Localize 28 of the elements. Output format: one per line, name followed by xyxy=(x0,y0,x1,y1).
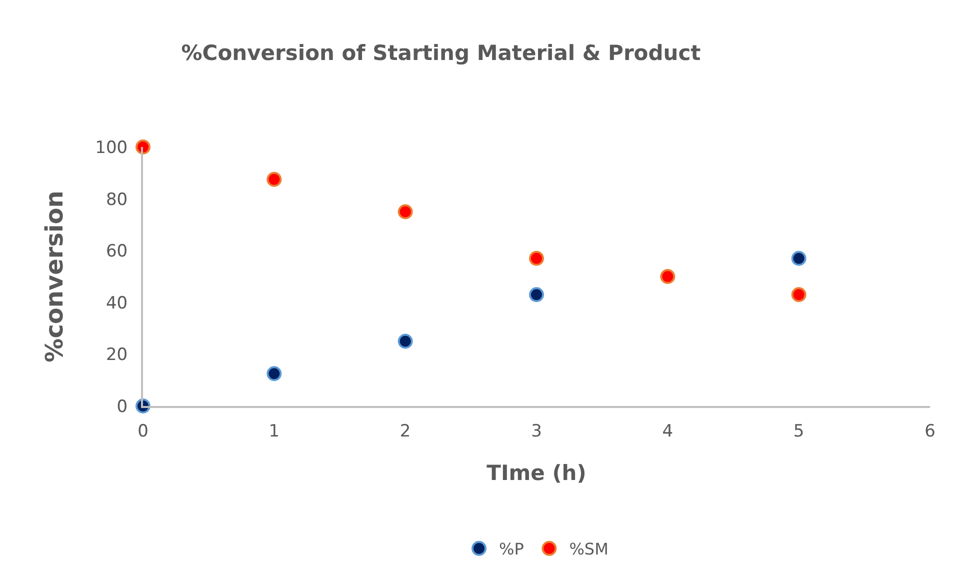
x-tick-label: 5 xyxy=(793,421,804,442)
y-tick-label: 60 xyxy=(106,242,128,262)
y-tick-label: 80 xyxy=(106,190,128,210)
x-tick-label: 2 xyxy=(400,421,411,442)
point xyxy=(529,287,544,302)
y-tick-label: 40 xyxy=(106,293,128,314)
point xyxy=(791,250,806,266)
y-tick-label: 100 xyxy=(95,138,128,158)
x-tick-label: 3 xyxy=(531,421,542,442)
point xyxy=(398,204,413,220)
legend-label: %P xyxy=(499,540,524,559)
point xyxy=(660,269,676,284)
chart-title: %Conversion of Starting Material & Product xyxy=(181,40,701,65)
y-axis-title: %conversion xyxy=(40,190,69,362)
point xyxy=(529,250,544,266)
x-tick-label: 4 xyxy=(662,421,674,442)
y-tick-label: 20 xyxy=(106,345,128,366)
point xyxy=(136,140,150,154)
y-tick-label: 0 xyxy=(116,396,128,417)
x-tick-label: 6 xyxy=(924,421,936,442)
point xyxy=(791,287,806,302)
point xyxy=(398,334,413,349)
x-tick-label: 0 xyxy=(138,421,148,442)
point xyxy=(266,172,282,187)
x-axis-title: TIme (h) xyxy=(486,461,586,486)
point xyxy=(266,366,282,382)
x-tick-label: 1 xyxy=(268,421,280,442)
legend-label: %SM xyxy=(569,540,608,559)
